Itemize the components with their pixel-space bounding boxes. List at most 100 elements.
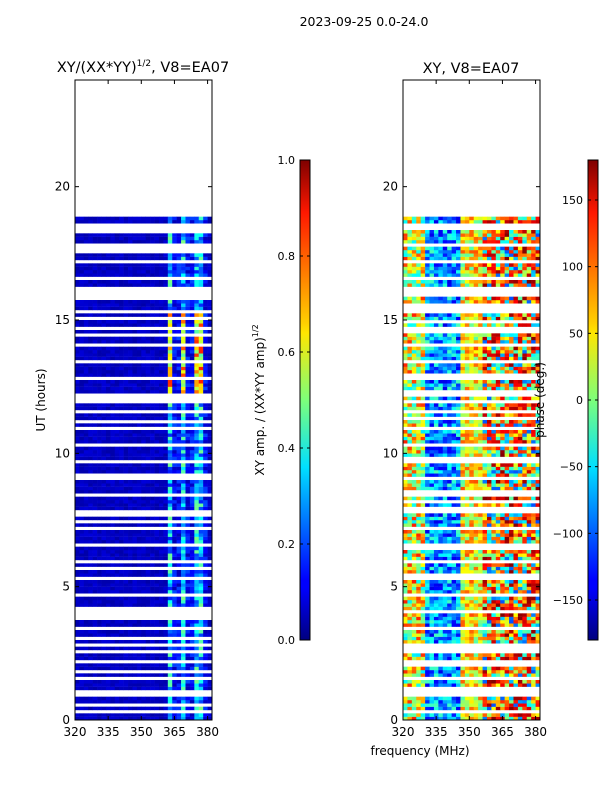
heatmap-cell [181, 363, 186, 367]
heatmap-cell [535, 483, 541, 487]
heatmap-cell [101, 466, 107, 471]
heatmap-cell [136, 340, 142, 344]
heatmap-cell [207, 496, 213, 501]
heatmap-cell [75, 640, 80, 644]
heatmap-cell [88, 416, 93, 421]
heatmap-cell [92, 423, 98, 427]
heatmap-cell [176, 466, 182, 471]
heatmap-cell [123, 673, 129, 677]
heatmap-cell [119, 433, 124, 437]
heatmap-cell [411, 483, 417, 487]
heatmap-cell [167, 486, 173, 491]
heatmap-cell [495, 566, 501, 571]
heatmap-cell [420, 446, 426, 451]
heatmap-cell [119, 300, 124, 304]
heatmap-cell [150, 253, 155, 257]
heatmap-cell [119, 583, 124, 587]
heatmap-cell [75, 716, 80, 721]
heatmap-cell [136, 573, 142, 577]
heatmap-cell [176, 646, 182, 651]
heatmap-cell [158, 716, 164, 721]
heatmap-cell [158, 216, 164, 221]
heatmap-cell [425, 570, 430, 574]
heatmap-cell [438, 630, 444, 634]
heatmap-cell [75, 490, 80, 494]
heatmap-cell [158, 323, 164, 327]
heatmap-cell [203, 530, 208, 534]
heatmap-cell [526, 553, 532, 557]
heatmap-cell [136, 550, 142, 554]
heatmap-cell [145, 653, 151, 657]
heatmap-cell [128, 353, 133, 357]
heatmap-cell [128, 423, 133, 427]
heatmap-cell [176, 390, 182, 394]
heatmap-cell [535, 536, 541, 541]
heatmap-cell [411, 583, 417, 587]
heatmap-cell [203, 456, 208, 461]
heatmap-cell [110, 666, 116, 671]
heatmap-cell [194, 380, 200, 384]
heatmap-cell [114, 380, 120, 384]
heatmap-cell [136, 253, 142, 257]
heatmap-cell [132, 436, 138, 441]
heatmap-cell [150, 540, 155, 544]
heatmap-cell [531, 440, 536, 444]
heatmap-cell [136, 506, 142, 511]
heatmap-cell [185, 600, 191, 604]
heatmap-cell [150, 646, 155, 651]
heatmap-cell [407, 433, 413, 437]
heatmap-cell [189, 216, 195, 221]
heatmap-cell [119, 446, 124, 451]
heatmap-cell [416, 656, 421, 661]
heatmap-cell [167, 283, 173, 287]
heatmap-cell [123, 353, 129, 357]
heatmap-cell [416, 446, 421, 451]
heatmap-cell [123, 273, 129, 277]
heatmap-cell [105, 430, 111, 434]
heatmap-cell [119, 220, 124, 224]
heatmap-cell [500, 580, 505, 584]
heatmap-cell [145, 380, 151, 384]
heatmap-cell [158, 533, 164, 537]
heatmap-cell [411, 520, 417, 524]
heatmap-cell [425, 620, 430, 624]
heatmap-cell [447, 413, 452, 417]
heatmap-cell [110, 300, 116, 304]
heatmap-cell [185, 303, 191, 307]
heatmap-cell [145, 536, 151, 541]
heatmap-cell [141, 580, 147, 584]
heatmap-cell [407, 406, 413, 411]
heatmap-cell [482, 446, 488, 451]
heatmap-cell [535, 463, 541, 467]
heatmap-cell [136, 273, 142, 277]
heatmap-cell [128, 506, 133, 511]
heatmap-cell [451, 496, 457, 501]
heatmap-cell [442, 630, 448, 634]
heatmap-cell [207, 663, 213, 667]
heatmap-cell [522, 633, 528, 637]
heatmap-cell [114, 573, 120, 577]
heatmap-cell [88, 536, 93, 541]
heatmap-cell [189, 300, 195, 304]
heatmap-cell [88, 253, 93, 257]
heatmap-cell [105, 623, 111, 627]
heatmap-cell [172, 486, 177, 491]
heatmap-cell [132, 590, 138, 594]
heatmap-cell [416, 503, 421, 507]
heatmap-cell [478, 630, 483, 634]
heatmap-cell [438, 636, 444, 641]
heatmap-cell [132, 323, 138, 327]
heatmap-cell [207, 600, 213, 604]
heatmap-cell [114, 263, 120, 267]
heatmap-cell [203, 253, 208, 257]
heatmap-cell [167, 263, 173, 267]
heatmap-cell [425, 430, 430, 434]
heatmap-cell [128, 673, 133, 677]
heatmap-cell [92, 270, 98, 274]
heatmap-cell [442, 420, 448, 424]
heatmap-cell [158, 433, 164, 437]
heatmap-cell [110, 546, 116, 551]
heatmap-cell [97, 486, 102, 491]
heatmap-cell [154, 216, 160, 221]
heatmap-cell [207, 320, 213, 324]
